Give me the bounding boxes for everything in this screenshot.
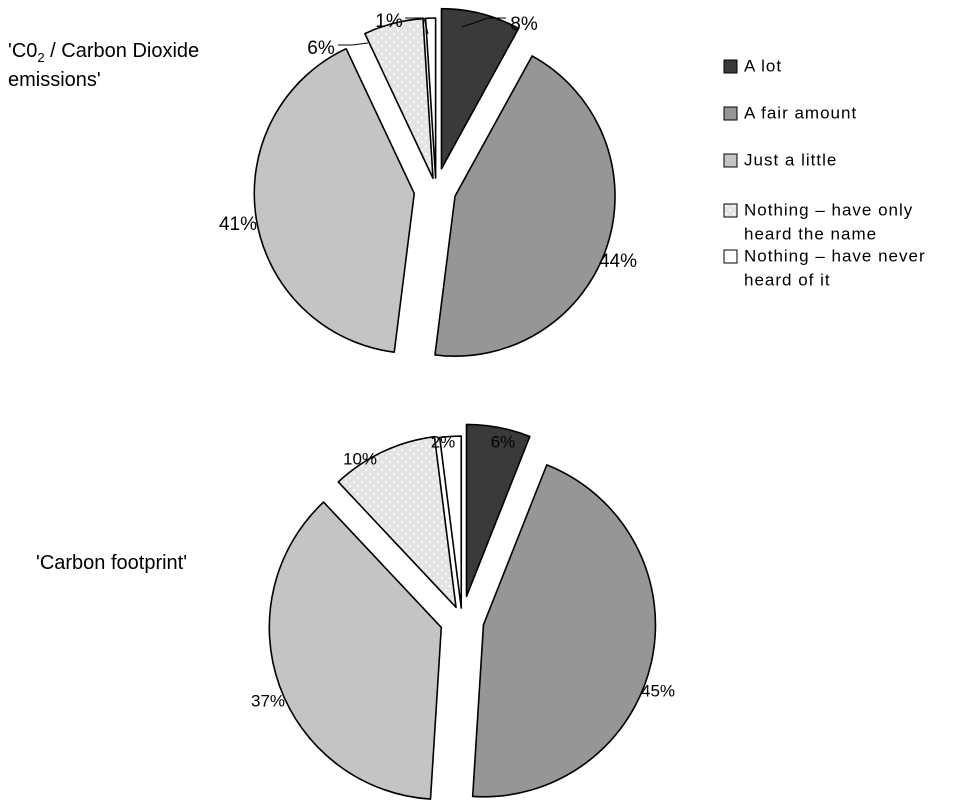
legend-label-4: Nothing – have only [744,200,913,219]
pie2-slice-5 [438,435,463,609]
legend-label-2: A fair amount [744,103,857,122]
pie2-data-label-4: 10% [343,449,377,468]
pie1-leader-line-5 [405,17,429,35]
pie1-data-label-3: 41% [219,214,257,235]
pie2-slice-3 [268,501,443,800]
pie1-slice-3 [253,47,416,353]
legend-swatch-4 [723,203,738,218]
pie1-data-label-4: 6% [307,38,335,59]
pie1-slice-1 [440,7,520,170]
legend-label-3: Just a little [744,150,837,169]
legend-label-1: A lot [744,56,782,75]
pie1-slice-5 [424,17,437,179]
pie2-slice-2 [471,464,657,798]
legend-swatch-1 [723,59,738,74]
pie1-slice-2 [434,55,616,357]
legend-label-5-line2: heard of it [744,270,831,289]
legend-swatch-3 [723,153,738,168]
legend-label-4-line2: heard the name [744,224,877,243]
pie1-data-label-2: 44% [599,251,637,272]
pie2-data-label-2: 45% [641,681,675,700]
pie1-title: 'C02 / Carbon Dioxide [8,40,199,65]
pie1-data-label-5: 1% [375,11,403,32]
pie-chart-co2: 8% 44% 41% 6% 1% [219,7,637,357]
legend-swatch-5 [723,249,738,264]
pie-chart-carbon-footprint: 6% 45% 37% 10% 2% [251,423,675,800]
legend-swatch-2 [723,106,738,121]
pie1-title-line2: emissions' [8,69,101,91]
pie2-data-label-1: 6% [491,432,516,451]
pie2-data-label-3: 37% [251,691,285,710]
legend-label-5: Nothing – have never [744,246,926,265]
pie1-leader-line-1 [461,17,506,28]
pie2-slice-4 [337,435,457,609]
pie1-data-label-1: 8% [510,14,538,35]
pie1-leader-line-4 [338,42,369,46]
pie1-slice-4 [364,17,434,180]
pie2-slice-1 [465,423,531,598]
pie2-title: 'Carbon footprint' [36,552,187,574]
legend: A lot A fair amount Just a little Nothing –… [723,56,926,289]
pie2-data-label-5: 2% [431,432,456,451]
